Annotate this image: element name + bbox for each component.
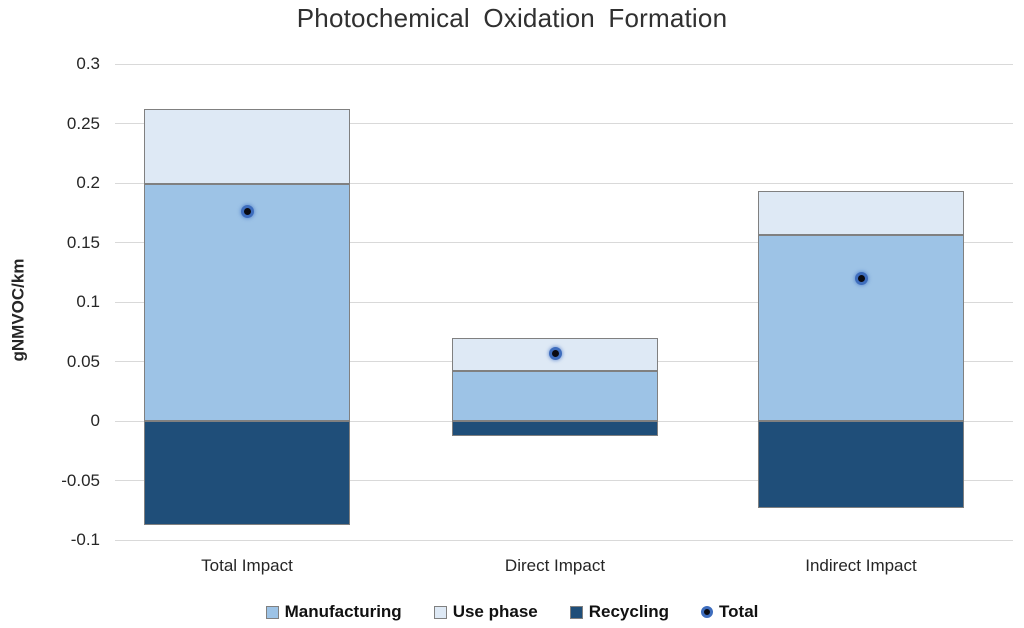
y-tick-label: 0 (90, 411, 100, 430)
y-tick-label: 0.2 (76, 173, 100, 192)
legend-item-use-phase: Use phase (433, 602, 538, 622)
bar-segment-use-phase (758, 191, 964, 236)
bar-segment-recycling (758, 421, 964, 508)
y-tick-label: -0.1 (70, 530, 100, 549)
legend-label: Use phase (452, 602, 538, 621)
bar-segment-manufacturing (452, 371, 658, 421)
gridline (115, 123, 1013, 124)
y-tick-label: 0.15 (66, 232, 100, 252)
y-tick-label: 0.25 (66, 113, 100, 133)
x-axis-label-indirect-impact: Indirect Impact (805, 556, 917, 575)
total-marker (854, 271, 868, 285)
gridline (115, 182, 1013, 184)
legend-item-total: Total (701, 602, 758, 622)
total-marker (240, 205, 254, 219)
x-axis-label-total-impact: Total Impact (201, 556, 293, 575)
legend: Manufacturing Use phase Recycling Total (0, 601, 1024, 623)
total-marker (548, 346, 562, 360)
bar-segment-manufacturing (758, 235, 964, 421)
x-axis-label-direct-impact: Direct Impact (504, 556, 606, 575)
y-tick-label: 0.05 (66, 351, 100, 371)
bar-segment-use-phase (144, 109, 350, 185)
y-tick-label: -0.05 (61, 470, 100, 490)
legend-swatch-use-phase (433, 605, 447, 619)
bar-segment-recycling (144, 421, 350, 525)
legend-label: Manufacturing (284, 602, 402, 621)
legend-item-recycling: Recycling (569, 602, 670, 622)
y-tick-label: 0.1 (76, 292, 100, 311)
legend-label: Recycling (588, 602, 670, 621)
legend-label: Total (719, 602, 759, 621)
gridline (115, 63, 1013, 65)
gridline (115, 539, 1013, 541)
bar-segment-manufacturing (144, 184, 350, 421)
gridline (115, 301, 1013, 303)
legend-item-manufacturing: Manufacturing (265, 602, 402, 622)
gridline (115, 480, 1013, 481)
chart-title: Photochemical Oxidation Formation (296, 3, 728, 33)
legend-total-marker-icon (701, 606, 714, 618)
bar-segment-recycling (452, 421, 658, 437)
y-tick-label: 0.3 (76, 54, 100, 73)
gridline (115, 242, 1013, 243)
y-axis-title-text: gNMVOC/km (8, 258, 27, 362)
legend-swatch-recycling (569, 605, 583, 619)
legend-swatch-manufacturing (265, 605, 279, 619)
